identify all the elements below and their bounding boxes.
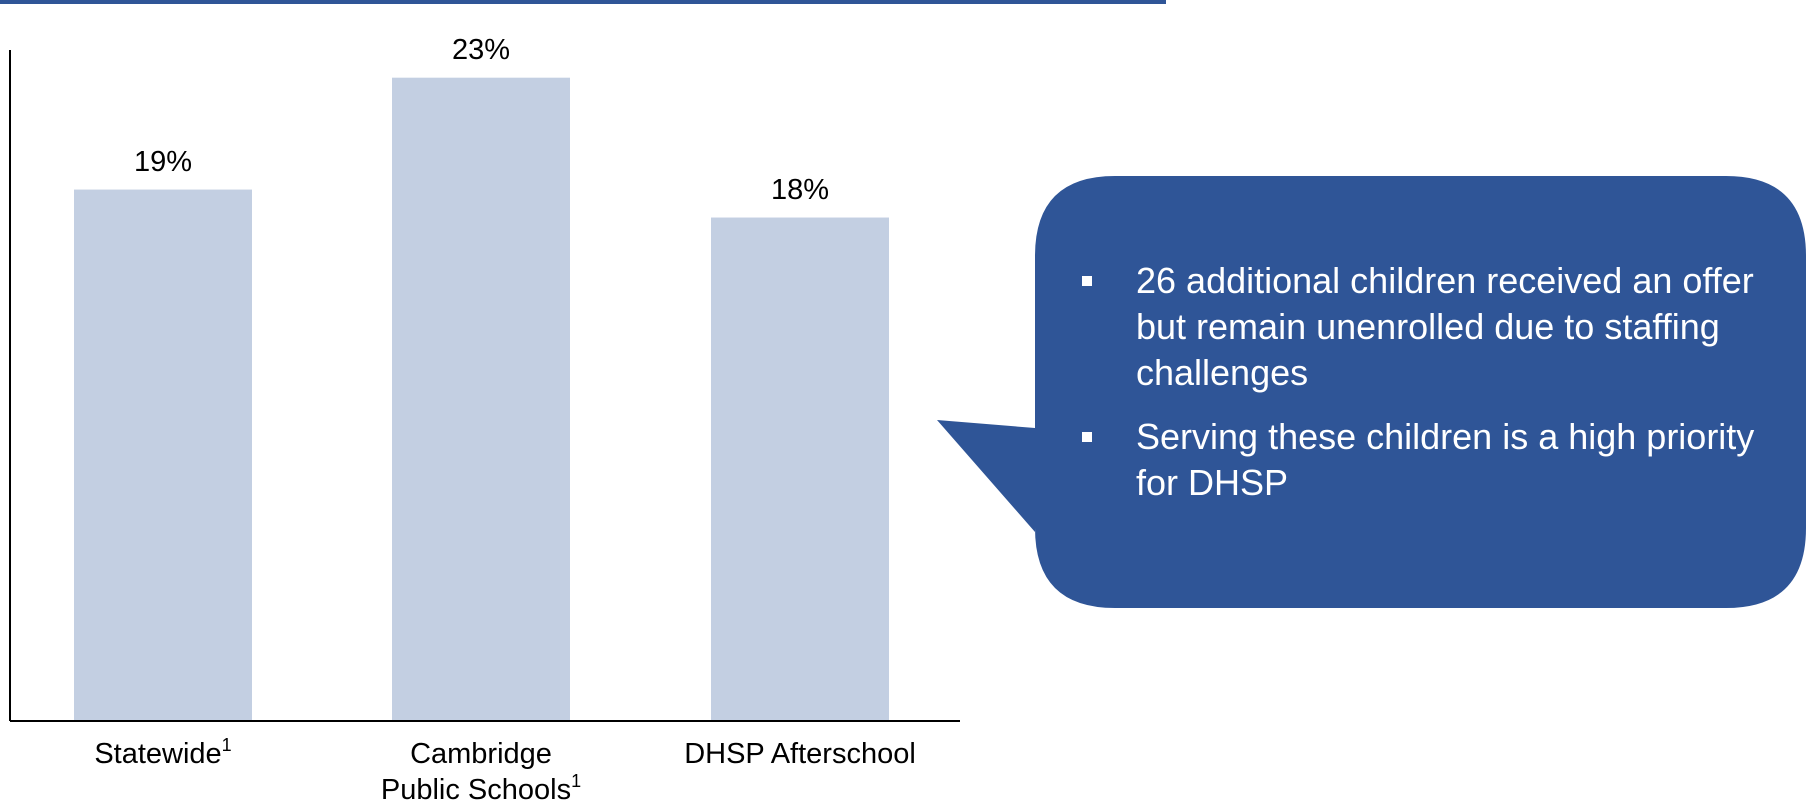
bars-group <box>74 77 889 722</box>
data-label-1: 19% <box>133 145 193 178</box>
data-label-2: 23% <box>451 33 511 66</box>
bullet-square-icon <box>1082 276 1092 286</box>
bar-2 <box>392 77 570 721</box>
callout-bullet-text: 26 additional children received an offer… <box>1136 260 1754 393</box>
bar-chart <box>9 50 960 722</box>
category-label-1: Statewide1 <box>94 735 232 770</box>
bar-3 <box>711 217 889 722</box>
bar-1 <box>74 189 252 721</box>
callout-text: 26 additional children received an offer… <box>1072 258 1772 524</box>
category-label-3: DHSP Afterschool <box>684 738 916 770</box>
callout-shape <box>937 176 1806 608</box>
callout-bullet-text: Serving these children is a high priorit… <box>1136 416 1755 503</box>
data-label-3: 18% <box>770 173 830 206</box>
callout-bullet-1: 26 additional children received an offer… <box>1072 258 1772 396</box>
category-label-2: Cambridge Public Schools1 <box>380 738 582 806</box>
bullet-square-icon <box>1082 432 1092 442</box>
callout-bullet-2: Serving these children is a high priorit… <box>1072 414 1772 506</box>
top-rule <box>0 0 1166 4</box>
